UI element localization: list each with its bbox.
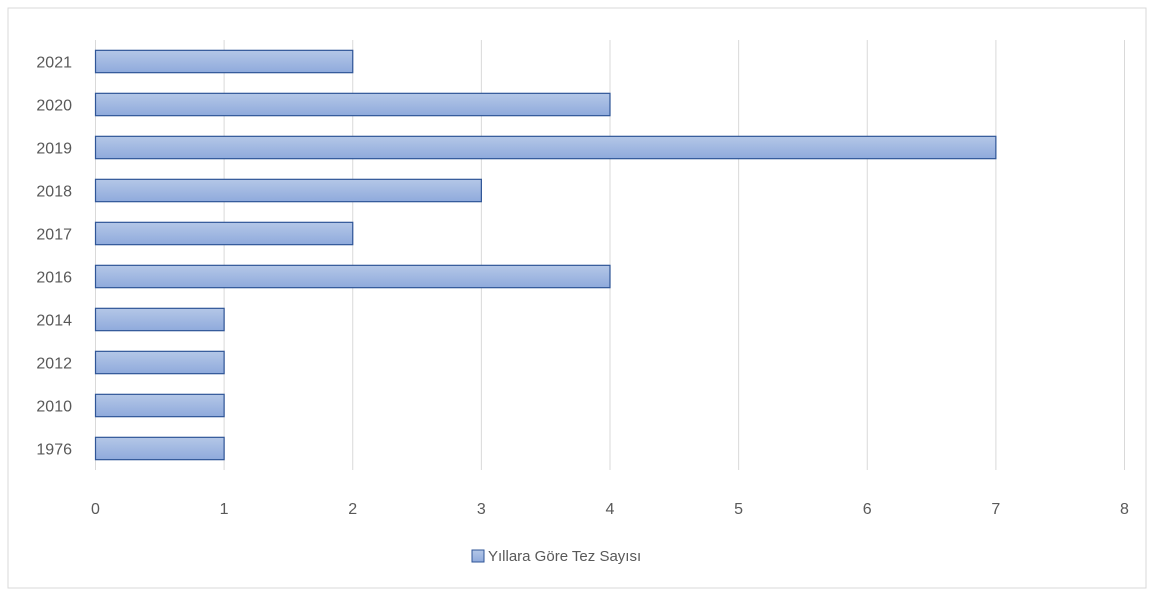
- bar-2014: [94, 307, 225, 332]
- y-tick-label-2010: 2010: [36, 399, 72, 416]
- bar-2016: [94, 264, 611, 289]
- y-tick-label-2021: 2021: [36, 55, 72, 72]
- x-tick-label-4: 4: [606, 501, 615, 518]
- x-tick-label-3: 3: [477, 501, 486, 518]
- x-tick-label-6: 6: [863, 501, 872, 518]
- y-tick-label-2016: 2016: [36, 270, 72, 287]
- x-tick-label-5: 5: [734, 501, 743, 518]
- x-tick-label-2: 2: [348, 501, 357, 518]
- y-tick-label-1976: 1976: [36, 442, 72, 459]
- y-tick-label-2012: 2012: [36, 356, 72, 373]
- bar-1976: [94, 436, 225, 461]
- y-tick-label-2014: 2014: [36, 313, 72, 330]
- category-axis-labels: 1976 2010 2012 2014 2016 2017 2018 2019 2020 2021: [36, 55, 72, 459]
- x-tick-label-1: 1: [220, 501, 229, 518]
- x-tick-label-8: 8: [1120, 501, 1129, 518]
- bars: [94, 49, 997, 461]
- legend-swatch: [471, 549, 485, 563]
- value-axis-labels: 0 1 2 3 4 5 6 7 8: [91, 501, 1129, 518]
- legend: Yıllara Göre Tez Sayısı: [471, 548, 641, 565]
- y-tick-label-2019: 2019: [36, 141, 72, 158]
- y-tick-label-2017: 2017: [36, 227, 72, 244]
- bar-2018: [94, 178, 482, 203]
- bar-2021: [94, 49, 354, 74]
- x-tick-label-7: 7: [991, 501, 1000, 518]
- bar-2012: [94, 350, 225, 375]
- y-tick-label-2020: 2020: [36, 98, 72, 115]
- x-tick-label-0: 0: [91, 501, 100, 518]
- bar-2017: [94, 221, 354, 246]
- y-tick-label-2018: 2018: [36, 184, 72, 201]
- bar-2020: [94, 92, 611, 117]
- bar-2010: [94, 393, 225, 418]
- bar-2019: [94, 135, 997, 160]
- legend-label: Yıllara Göre Tez Sayısı: [488, 548, 641, 565]
